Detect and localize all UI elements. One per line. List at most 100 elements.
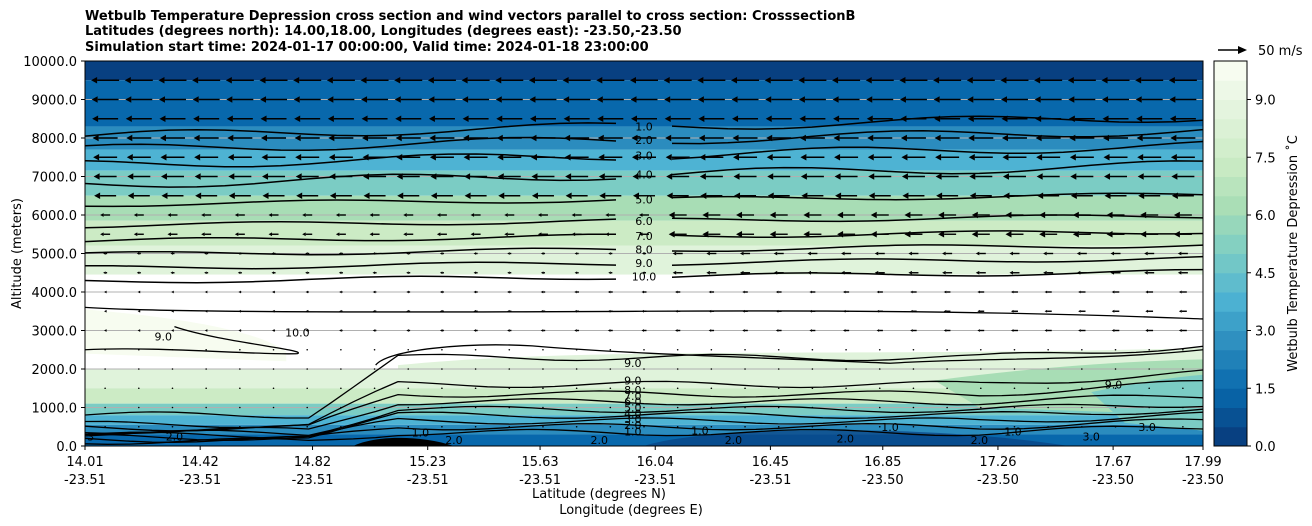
wind-vector — [841, 270, 852, 275]
wind-vector — [407, 406, 410, 409]
wind-vector — [943, 309, 951, 313]
wind-vector — [809, 309, 816, 313]
wind-vector — [1003, 192, 1026, 200]
wind-vector — [1137, 173, 1161, 180]
wind-vector — [473, 329, 478, 332]
wind-vector — [900, 115, 927, 123]
wind-vector — [441, 368, 443, 370]
wind-vector — [912, 406, 915, 409]
wind-vector — [306, 348, 309, 351]
contour-line — [671, 160, 1203, 176]
contour-label: 9.0 — [635, 257, 653, 270]
wind-vector — [542, 425, 544, 428]
x-tick-label-lon: -23.51 — [749, 473, 791, 488]
wind-vector — [876, 290, 883, 294]
wind-vector — [93, 173, 117, 180]
wind-vector — [664, 115, 691, 123]
wind-vector — [360, 76, 389, 84]
wind-vector — [335, 213, 346, 217]
wind-vector — [843, 309, 850, 313]
wind-vector — [1111, 290, 1120, 294]
contour-label: 5.0 — [635, 194, 653, 207]
chart-title-line-1: Wetbulb Temperature Depression cross sec… — [85, 9, 856, 24]
wind-vector — [835, 192, 858, 200]
wind-vector — [609, 425, 612, 428]
wind-vector — [537, 232, 548, 237]
wind-vector — [632, 173, 656, 180]
wind-vector — [609, 387, 612, 390]
colorbar-segment — [1214, 253, 1247, 274]
contour-line — [85, 418, 1203, 443]
wind-vector — [1137, 153, 1162, 161]
colorbar-segment — [1214, 80, 1247, 100]
wind-vector — [697, 96, 725, 103]
contour-line — [85, 153, 617, 168]
wind-vector — [702, 230, 721, 238]
terrain-shape — [353, 437, 454, 446]
wind-vector — [979, 387, 982, 390]
filled-band — [85, 149, 1203, 171]
wind-vector — [562, 76, 591, 84]
wind-vector — [1013, 368, 1016, 370]
wind-vector — [138, 387, 140, 390]
contour-label: 2.0 — [624, 419, 642, 432]
x-tick-label-lon: -23.51 — [634, 473, 676, 488]
wind-vector — [1044, 329, 1052, 332]
wind-vector — [508, 348, 511, 351]
wind-vector — [372, 309, 377, 313]
wind-vector — [529, 96, 557, 103]
contour-label: 1.0 — [412, 427, 430, 440]
wind-vector — [239, 425, 241, 428]
wind-vector — [372, 271, 377, 275]
wind-vector — [1009, 270, 1020, 275]
wind-vector — [192, 76, 221, 84]
contour-line — [85, 345, 1203, 419]
wind-vector — [373, 406, 376, 409]
wind-vector — [339, 329, 343, 332]
wind-vector — [329, 173, 353, 180]
wind-vector — [773, 270, 784, 275]
wind-vector — [1114, 348, 1117, 351]
wind-vector — [204, 271, 209, 275]
wind-vector — [373, 425, 376, 428]
wind-vector — [362, 134, 388, 142]
colorbar-segment — [1214, 99, 1247, 120]
wind-vector — [902, 192, 925, 200]
wind-vector — [803, 230, 822, 238]
wind-vector — [1072, 211, 1091, 219]
wind-vector — [966, 76, 995, 84]
wind-vector — [979, 406, 982, 409]
wind-vector — [227, 153, 252, 161]
wind-vector — [474, 406, 477, 409]
colorbar-segment — [1214, 407, 1247, 428]
wind-vector — [968, 134, 994, 142]
wind-vector — [1144, 270, 1155, 275]
wind-vector — [1013, 387, 1016, 390]
colorbar-segment — [1214, 292, 1247, 312]
x-tick-label-lon: -23.51 — [519, 473, 561, 488]
wind-vector — [326, 76, 355, 84]
wind-vector — [1110, 251, 1121, 256]
wind-vector — [361, 96, 389, 103]
wind-vector — [811, 406, 814, 409]
wind-vector — [975, 270, 986, 275]
wind-vector — [507, 309, 512, 313]
wind-vector — [708, 309, 715, 313]
wind-vector — [293, 76, 322, 84]
wind-vector — [1169, 96, 1197, 103]
wind-vector — [1043, 270, 1054, 275]
wind-vector — [201, 213, 212, 217]
wind-vector — [1069, 134, 1095, 142]
wind-vector — [710, 368, 713, 370]
wind-vector — [195, 192, 218, 200]
wind-vector — [1068, 115, 1095, 123]
wind-vector — [305, 329, 309, 332]
wind-vector — [439, 252, 444, 255]
wind-vector — [843, 329, 850, 332]
contour-label: 1.0 — [691, 425, 709, 438]
wind-vector — [798, 76, 827, 84]
wind-vector — [1178, 328, 1187, 333]
wind-vector — [946, 348, 948, 351]
wind-vector — [272, 387, 275, 390]
wind-vector — [605, 232, 616, 237]
